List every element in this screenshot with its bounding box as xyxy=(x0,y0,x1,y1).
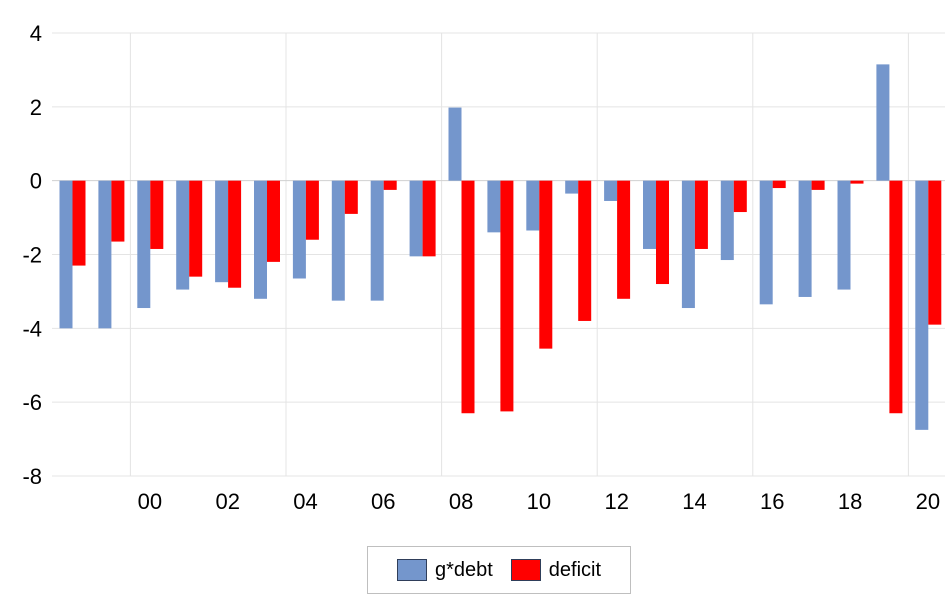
x-tick-label: 14 xyxy=(682,489,706,514)
bar-deficit xyxy=(461,180,475,414)
y-tick-label: 2 xyxy=(30,95,42,120)
bar-deficit xyxy=(772,180,786,189)
y-tick-label: -2 xyxy=(22,243,42,268)
y-tick-label: -8 xyxy=(22,464,42,489)
bar-g-debt xyxy=(448,107,462,181)
legend-entry-g-debt: g*debt xyxy=(396,558,493,582)
bar-g-debt xyxy=(98,180,112,329)
legend-swatch-deficit xyxy=(510,559,541,581)
x-tick-label: 18 xyxy=(838,489,862,514)
y-tick-label: 0 xyxy=(30,169,42,194)
y-tick-label: 4 xyxy=(30,21,42,46)
bar-g-debt xyxy=(681,180,695,309)
bar-deficit xyxy=(578,180,592,321)
bar-g-debt xyxy=(565,180,579,194)
x-tick-label: 08 xyxy=(449,489,473,514)
bar-g-debt xyxy=(720,180,734,261)
x-tick-label: 04 xyxy=(293,489,317,514)
bar-g-debt xyxy=(331,180,345,301)
bar-deficit xyxy=(617,180,631,299)
bar-g-debt xyxy=(759,180,773,305)
bar-deficit xyxy=(811,180,825,190)
bar-g-debt xyxy=(292,180,306,279)
bar-g-debt xyxy=(59,180,73,329)
bar-deficit xyxy=(539,180,553,349)
bar-g-debt xyxy=(837,180,851,290)
bar-deficit xyxy=(422,180,436,257)
x-tick-label: 02 xyxy=(215,489,239,514)
bar-deficit xyxy=(889,180,903,414)
bar-g-debt xyxy=(604,180,618,201)
bar-g-debt xyxy=(215,180,229,283)
x-tick-label: 20 xyxy=(916,489,940,514)
bar-deficit xyxy=(656,180,669,285)
bar-deficit xyxy=(72,180,86,266)
bar-deficit xyxy=(733,180,747,213)
legend-entry-deficit: deficit xyxy=(510,558,602,582)
bar-g-debt xyxy=(409,180,423,257)
bar-g-debt xyxy=(370,180,384,301)
x-tick-label: 06 xyxy=(371,489,395,514)
bar-deficit xyxy=(305,180,319,240)
legend: g*debt deficit xyxy=(367,546,631,594)
bar-deficit xyxy=(150,180,164,249)
bar-g-debt xyxy=(137,180,151,309)
y-tick-label: -6 xyxy=(22,390,42,415)
x-tick-label: 12 xyxy=(604,489,628,514)
bar-deficit xyxy=(694,180,708,249)
bar-deficit xyxy=(850,180,864,184)
bar-deficit xyxy=(228,180,242,288)
bar-deficit xyxy=(500,180,514,412)
x-tick-label: 10 xyxy=(527,489,551,514)
bar-deficit xyxy=(928,180,942,325)
legend-label-g-debt: g*debt xyxy=(434,558,493,581)
bar-g-debt xyxy=(643,180,656,249)
bar-g-debt xyxy=(487,180,501,233)
bar-g-debt xyxy=(176,180,190,290)
bar-deficit xyxy=(383,180,397,190)
bar-g-debt xyxy=(876,64,890,181)
bar-g-debt xyxy=(254,180,267,299)
y-tick-label: -4 xyxy=(22,316,42,341)
legend-label-deficit: deficit xyxy=(548,558,602,581)
bar-g-debt xyxy=(526,180,540,231)
bar-deficit xyxy=(344,180,358,214)
bar-g-debt xyxy=(798,180,812,297)
x-tick-label: 16 xyxy=(760,489,784,514)
bar-deficit xyxy=(189,180,203,277)
bar-deficit xyxy=(267,180,280,262)
bar-deficit xyxy=(111,180,125,242)
x-tick-label: 00 xyxy=(138,489,162,514)
legend-swatch-g-debt xyxy=(396,559,427,581)
bar-g-debt xyxy=(915,180,929,430)
